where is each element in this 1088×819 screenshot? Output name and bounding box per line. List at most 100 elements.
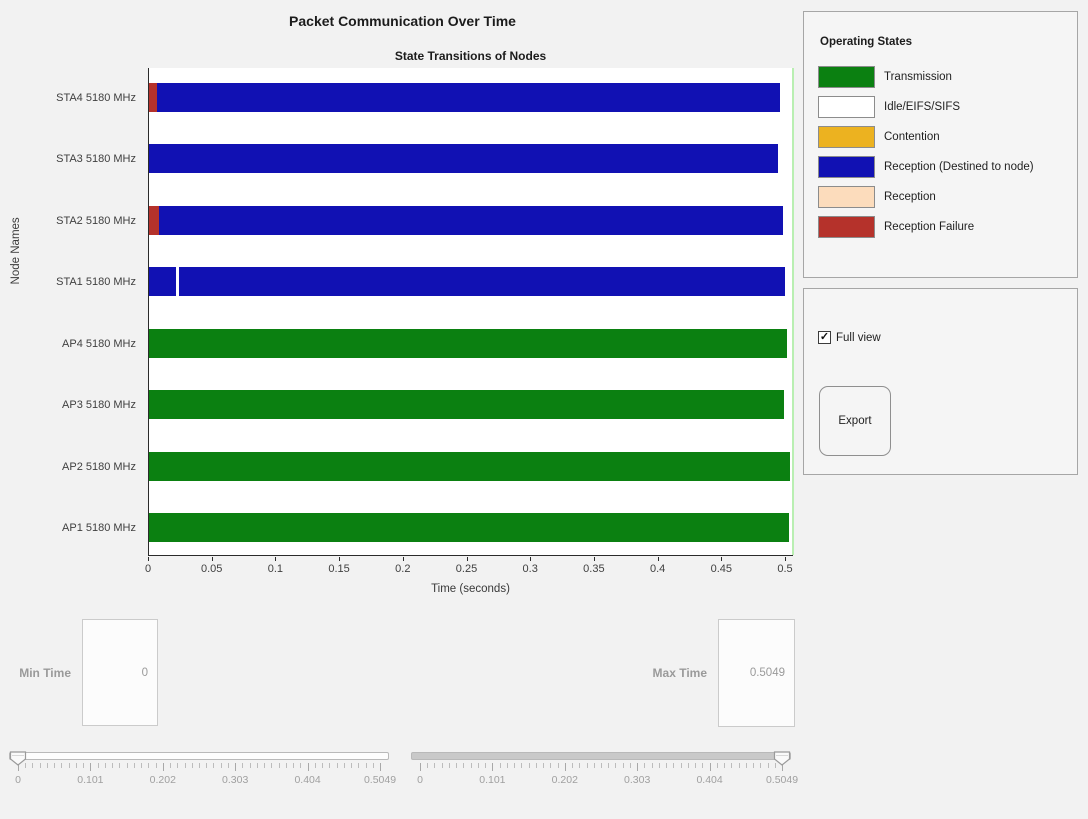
slider-tick bbox=[441, 763, 443, 768]
x-tick-mark bbox=[402, 557, 404, 561]
slider-tick bbox=[343, 763, 345, 768]
node-state-bar bbox=[149, 452, 794, 481]
x-tick-label: 0.2 bbox=[395, 563, 411, 575]
slider-tick bbox=[133, 763, 135, 768]
max-time-slider[interactable]: 0 0.101 0.202 0.303 0.404 0.5049 bbox=[410, 748, 798, 794]
slider-tick bbox=[593, 763, 595, 768]
slider-tick bbox=[506, 763, 508, 768]
slider-tick bbox=[745, 763, 747, 768]
max-slider-ticks bbox=[410, 748, 792, 794]
legend-item-label: Transmission bbox=[884, 71, 952, 83]
state-segment-reception_destined bbox=[178, 267, 786, 296]
x-tick-label: 0.4 bbox=[649, 563, 666, 575]
slider-tick bbox=[695, 763, 697, 768]
slider-tick bbox=[687, 763, 689, 768]
slider-tick bbox=[724, 763, 726, 768]
x-tick-label: 0.1 bbox=[267, 563, 284, 575]
slider-tick bbox=[434, 763, 436, 768]
x-tick-label: 0.25 bbox=[455, 563, 478, 575]
min-time-slider[interactable]: 0 0.101 0.202 0.303 0.404 0.5049 bbox=[8, 748, 396, 794]
slider-tick bbox=[680, 763, 682, 768]
x-tick-label: 0.15 bbox=[328, 563, 350, 575]
x-tick-mark bbox=[593, 557, 595, 561]
slider-tick bbox=[90, 763, 92, 771]
slider-tick bbox=[420, 763, 421, 771]
y-axis-tick-label: AP4 5180 MHz bbox=[62, 337, 136, 350]
slider-tick bbox=[470, 763, 472, 768]
slider-tick bbox=[119, 763, 121, 768]
slider-tick bbox=[278, 763, 280, 768]
slider-tick bbox=[622, 763, 624, 768]
slider-tick-label: 0.303 bbox=[624, 774, 651, 786]
y-axis-tick-label: AP1 5180 MHz bbox=[62, 521, 136, 534]
max-slider-track[interactable] bbox=[411, 752, 791, 760]
min-slider-thumb[interactable] bbox=[9, 751, 27, 766]
node-state-bar bbox=[149, 513, 794, 542]
slider-tick bbox=[256, 763, 258, 768]
slider-tick bbox=[285, 763, 287, 768]
figure-title: Packet Communication Over Time bbox=[289, 13, 516, 29]
slider-tick bbox=[235, 763, 237, 771]
slider-tick-label: 0.404 bbox=[294, 774, 321, 786]
max-time-input[interactable] bbox=[718, 619, 795, 727]
max-time-label: Max Time bbox=[652, 666, 707, 680]
slider-tick-label: 0.101 bbox=[479, 774, 506, 786]
slider-tick bbox=[39, 763, 41, 768]
slider-tick bbox=[83, 763, 85, 768]
x-tick-mark bbox=[339, 557, 341, 561]
slider-tick bbox=[336, 763, 338, 768]
state-segment-reception_destined bbox=[158, 206, 783, 235]
slider-tick bbox=[658, 763, 660, 768]
slider-tick bbox=[448, 763, 450, 768]
y-axis-tick-label: STA2 5180 MHz bbox=[56, 214, 136, 227]
slider-tick bbox=[25, 763, 27, 768]
slider-tick bbox=[702, 763, 704, 768]
slider-tick bbox=[535, 763, 537, 768]
slider-tick-label: 0.5049 bbox=[363, 774, 397, 786]
x-tick-mark bbox=[657, 557, 659, 561]
max-slider-thumb[interactable] bbox=[773, 751, 791, 766]
slider-tick bbox=[170, 763, 172, 768]
state-segment-transmission bbox=[149, 329, 787, 358]
slider-tick bbox=[300, 763, 302, 768]
x-tick-mark bbox=[148, 557, 149, 561]
slider-tick bbox=[463, 763, 465, 768]
y-axis-tick-label: AP3 5180 MHz bbox=[62, 398, 136, 411]
slider-tick bbox=[572, 763, 574, 768]
state-segment-transmission bbox=[149, 452, 791, 481]
x-tick-mark bbox=[530, 557, 532, 561]
x-tick-mark bbox=[466, 557, 468, 561]
slider-tick bbox=[249, 763, 251, 768]
x-tick-label: 0 bbox=[144, 563, 152, 575]
slider-tick bbox=[220, 763, 222, 768]
slider-tick bbox=[227, 763, 229, 768]
slider-tick bbox=[716, 763, 718, 768]
legend-item: Reception (Destined to node) bbox=[804, 152, 1077, 182]
legend-swatch-idle bbox=[818, 96, 875, 118]
node-state-bar bbox=[149, 267, 794, 296]
slider-tick-label: 0.303 bbox=[222, 774, 249, 786]
min-time-input[interactable] bbox=[82, 619, 158, 726]
node-state-bar bbox=[149, 83, 794, 112]
slider-tick bbox=[427, 763, 429, 768]
slider-tick bbox=[774, 763, 776, 768]
checkbox-check-icon[interactable]: ✓ bbox=[818, 331, 831, 344]
slider-tick bbox=[271, 763, 273, 768]
slider-tick bbox=[644, 763, 646, 768]
min-slider-ticks bbox=[8, 748, 390, 794]
export-button[interactable]: Export bbox=[819, 386, 891, 456]
plot-area[interactable] bbox=[148, 68, 795, 556]
slider-tick bbox=[586, 763, 588, 768]
slider-tick bbox=[557, 763, 559, 768]
legend-panel: Operating States Transmission Idle/EIFS/S… bbox=[803, 11, 1078, 278]
min-slider-track[interactable] bbox=[9, 752, 389, 760]
legend-title: Operating States bbox=[820, 36, 913, 48]
slider-tick bbox=[242, 763, 244, 768]
slider-tick bbox=[709, 763, 711, 771]
slider-tick bbox=[329, 763, 331, 768]
legend-item: Idle/EIFS/SIFS bbox=[804, 92, 1077, 122]
full-view-checkbox[interactable]: ✓ Full view bbox=[818, 331, 881, 344]
slider-tick bbox=[760, 763, 762, 768]
node-state-bar bbox=[149, 329, 794, 358]
state-segment-idle bbox=[175, 267, 179, 296]
